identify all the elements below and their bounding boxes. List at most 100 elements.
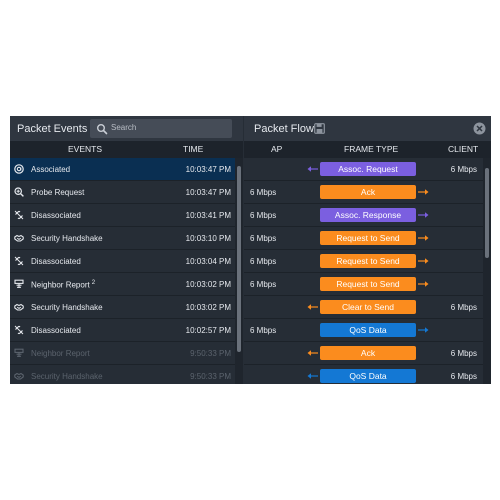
flow-column-header-bar: AP FRAME TYPE CLIENT (244, 141, 491, 158)
event-time: 9:50:33 PM (190, 372, 231, 381)
handshake-icon (14, 234, 24, 242)
packet-flow-title: Packet Flow (254, 123, 314, 135)
event-row[interactable]: Disassociated 10:03:41 PM (10, 204, 235, 227)
save-icon[interactable] (314, 123, 325, 134)
frame-type-badge[interactable]: Request to Send (320, 277, 416, 291)
frame-type-badge[interactable]: QoS Data (320, 323, 416, 337)
arrow-left-icon (307, 373, 318, 379)
event-time: 10:03:10 PM (185, 234, 231, 243)
event-row[interactable]: Disassociated 10:03:04 PM (10, 250, 235, 273)
close-icon[interactable] (473, 122, 486, 135)
event-time: 10:03:41 PM (185, 211, 231, 220)
event-name: Disassociated (31, 211, 81, 220)
event-name: Disassociated (31, 257, 81, 266)
flow-row[interactable]: QoS Data 6 Mbps (244, 365, 483, 384)
events-scrollbar[interactable] (235, 158, 243, 384)
flow-scrollbar-thumb[interactable] (485, 168, 489, 258)
arrow-left-icon (307, 350, 318, 356)
frame-type-badge[interactable]: Assoc. Request (320, 162, 416, 176)
flow-row[interactable]: 6 Mbps QoS Data (244, 319, 483, 342)
frame-type-badge[interactable]: Assoc. Response (320, 208, 416, 222)
broken-link-icon (14, 210, 24, 220)
flow-row[interactable]: 6 Mbps Request to Send (244, 250, 483, 273)
event-row[interactable]: Security Handshake 10:03:02 PM (10, 296, 235, 319)
flow-row[interactable]: Assoc. Request 6 Mbps (244, 158, 483, 181)
event-time: 10:03:04 PM (185, 257, 231, 266)
search-icon (97, 124, 108, 135)
ap-rate: 6 Mbps (250, 280, 277, 289)
client-column-header[interactable]: CLIENT (448, 144, 479, 154)
frame-type-badge[interactable]: Request to Send (320, 254, 416, 268)
arrow-right-icon (418, 258, 429, 264)
events-column-header-bar: EVENTS TIME (10, 141, 243, 158)
frame-type-badge[interactable]: QoS Data (320, 369, 416, 383)
frame-type-badge[interactable]: Ack (320, 185, 416, 199)
handshake-icon (14, 303, 24, 311)
at-icon (14, 164, 24, 174)
packet-flow-panel: Packet Flow AP FRAME TYPE CLIENT Assoc. … (244, 116, 491, 384)
packet-analyzer-window: Packet Events Search EVENTS TIME Associa… (10, 116, 491, 384)
client-rate: 6 Mbps (450, 303, 477, 312)
arrow-left-icon (307, 166, 318, 172)
ap-rate: 6 Mbps (250, 211, 277, 220)
client-rate: 6 Mbps (450, 349, 477, 358)
event-time: 9:50:33 PM (190, 349, 231, 358)
neighbor-report-icon (14, 348, 24, 357)
frame-type-badge[interactable]: Request to Send (320, 231, 416, 245)
event-time: 10:03:47 PM (185, 165, 231, 174)
events-column-header[interactable]: EVENTS (68, 144, 103, 154)
flow-row[interactable]: 6 Mbps Assoc. Response (244, 204, 483, 227)
neighbor-report-icon (14, 279, 24, 288)
frame-type-column-header[interactable]: FRAME TYPE (344, 144, 399, 154)
event-row[interactable]: Associated 10:03:47 PM (10, 158, 235, 181)
event-row[interactable]: Neighbor Report 9:50:33 PM (10, 342, 235, 365)
event-time: 10:03:47 PM (185, 188, 231, 197)
event-time: 10:03:02 PM (185, 280, 231, 289)
flow-row[interactable]: Ack 6 Mbps (244, 342, 483, 365)
frame-type-badge[interactable]: Clear to Send (320, 300, 416, 314)
event-time: 10:02:57 PM (185, 326, 231, 335)
ap-rate: 6 Mbps (250, 257, 277, 266)
packet-events-title: Packet Events (17, 123, 88, 135)
ap-rate: 6 Mbps (250, 234, 277, 243)
event-name: Security Handshake (31, 234, 103, 243)
event-name: Neighbor Report (31, 280, 90, 290)
client-rate: 6 Mbps (450, 372, 477, 381)
probe-search-icon (14, 187, 24, 197)
arrow-right-icon (418, 327, 429, 333)
search-placeholder: Search (111, 123, 137, 132)
event-name: Associated (31, 165, 71, 174)
event-name: Probe Request (31, 188, 85, 197)
ap-rate: 6 Mbps (250, 326, 277, 335)
event-name: Disassociated (31, 326, 81, 335)
time-column-header[interactable]: TIME (183, 144, 204, 154)
event-row[interactable]: Probe Request 10:03:47 PM (10, 181, 235, 204)
packet-flow-header: Packet Flow (244, 116, 491, 141)
event-row[interactable]: Security Handshake 9:50:33 PM (10, 365, 235, 384)
search-input[interactable]: Search (90, 119, 232, 138)
events-scrollbar-thumb[interactable] (237, 166, 241, 352)
event-name: Neighbor Report (31, 349, 90, 358)
flow-row[interactable]: 6 Mbps Request to Send (244, 227, 483, 250)
arrow-right-icon (418, 281, 429, 287)
packet-events-header: Packet Events Search (10, 116, 243, 141)
packet-events-panel: Packet Events Search EVENTS TIME Associa… (10, 116, 243, 384)
event-row[interactable]: Neighbor Report 2 10:03:02 PM (10, 273, 235, 296)
event-name: Security Handshake (31, 303, 103, 312)
arrow-left-icon (307, 304, 318, 310)
event-name: Security Handshake (31, 372, 103, 381)
flow-row[interactable]: 6 Mbps Ack (244, 181, 483, 204)
arrow-right-icon (418, 235, 429, 241)
ap-column-header[interactable]: AP (271, 144, 283, 154)
event-row[interactable]: Security Handshake 10:03:10 PM (10, 227, 235, 250)
broken-link-icon (14, 256, 24, 266)
flow-row[interactable]: Clear to Send 6 Mbps (244, 296, 483, 319)
flow-scrollbar[interactable] (483, 158, 491, 384)
arrow-right-icon (418, 212, 429, 218)
flow-row[interactable]: 6 Mbps Request to Send (244, 273, 483, 296)
event-name-wrap: Neighbor Report 2 (31, 280, 95, 290)
handshake-icon (14, 372, 24, 380)
event-row[interactable]: Disassociated 10:02:57 PM (10, 319, 235, 342)
arrow-right-icon (418, 189, 429, 195)
frame-type-badge[interactable]: Ack (320, 346, 416, 360)
